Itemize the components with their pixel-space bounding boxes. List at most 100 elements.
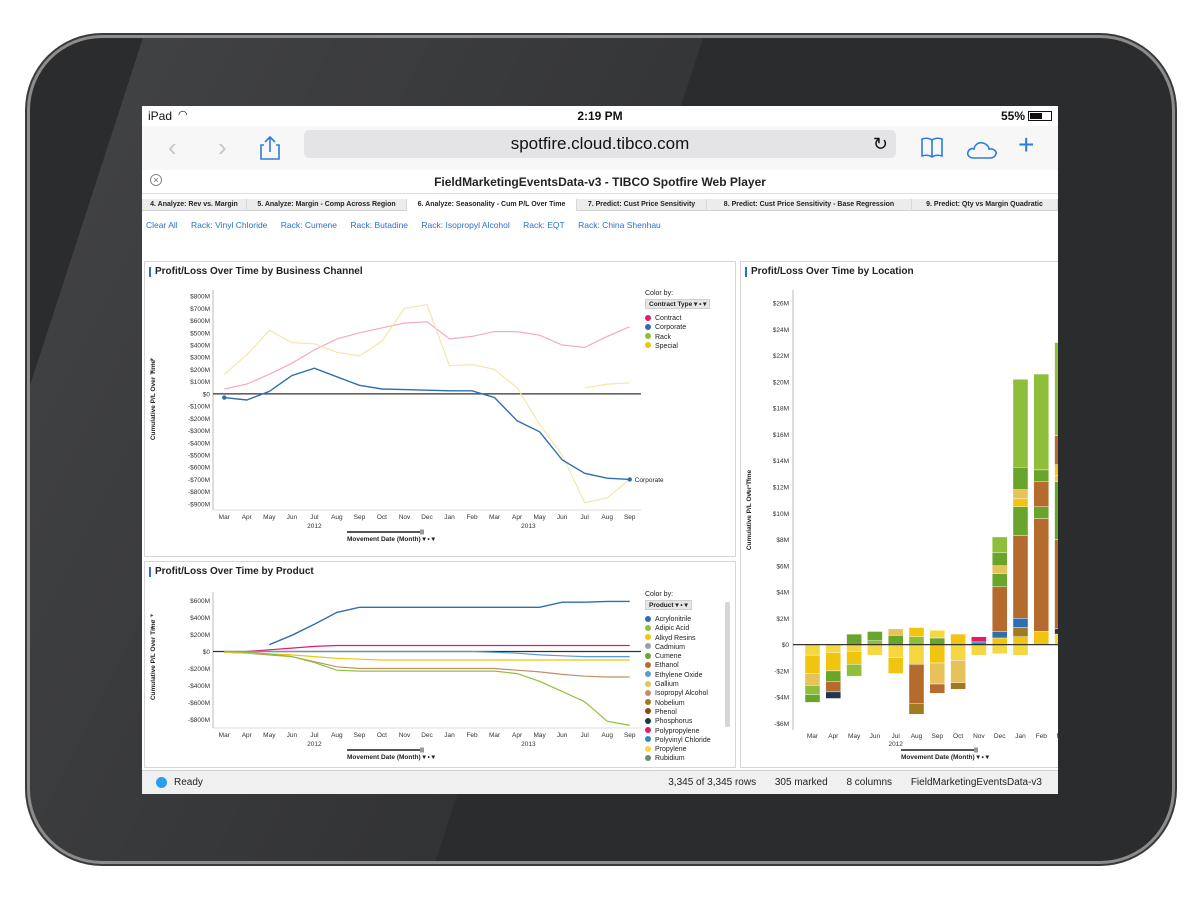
y-axis-title: Cumulative P/L Over Time: [150, 619, 157, 700]
legend-item[interactable]: Phosphorus: [645, 717, 711, 726]
tab-base-regression[interactable]: 8. Predict: Cust Price Sensitivity - Bas…: [707, 199, 912, 211]
x-tick-label: Nov: [973, 733, 985, 740]
legend-swatch: [645, 699, 651, 706]
legend-item[interactable]: Cumene: [645, 652, 711, 661]
legend-swatch: [645, 754, 651, 761]
bar-segment: [1054, 481, 1058, 540]
filter-link[interactable]: Rack: EQT: [523, 220, 565, 230]
tab-cust-price-sensitivity[interactable]: 7. Predict: Cust Price Sensitivity: [577, 199, 707, 211]
legend-item[interactable]: Polypropylene: [645, 727, 711, 736]
filter-link[interactable]: Rack: China Shenhau: [578, 220, 661, 230]
forward-icon[interactable]: ›: [218, 132, 227, 162]
legend-swatch: [645, 323, 651, 330]
x-tick-label: May: [533, 732, 546, 739]
y-tick-label: $14M: [773, 458, 789, 465]
bar-segment: [1054, 342, 1058, 436]
x-axis-selector: Movement Date (Month) ▾ • ▾: [347, 754, 436, 761]
legend-scrollbar[interactable]: [725, 602, 730, 727]
x-tick-label: Aug: [601, 732, 613, 739]
bar-segment: [825, 670, 842, 682]
legend-item[interactable]: Cadmium: [645, 643, 711, 652]
legend-item[interactable]: Gallium: [645, 680, 711, 689]
device-name: iPad: [148, 109, 173, 123]
legend-item[interactable]: Ethylene Oxide: [645, 671, 711, 680]
color-by-label: Color by:: [645, 591, 674, 598]
clear-all-link[interactable]: Clear All: [146, 220, 178, 230]
filter-link[interactable]: Rack: Vinyl Chloride: [191, 220, 268, 230]
tab-qty-vs-margin[interactable]: 9. Predict: Qty vs Margin Quadratic: [912, 199, 1058, 211]
year-label: 2013: [521, 523, 536, 530]
chart-panel-product: Profit/Loss Over Time by Product $600M $4…: [144, 561, 736, 768]
x-tick-label: Jul: [892, 733, 901, 740]
share-icon[interactable]: [260, 135, 280, 164]
x-tick-label: Nov: [399, 514, 411, 521]
y-tick-label: -$900M: [188, 501, 210, 508]
safari-toolbar: ‹ › spotfire.cloud.tibco.com ↻ +: [142, 126, 1058, 170]
legend-item[interactable]: Propylene: [645, 745, 711, 754]
legend-item[interactable]: Phenol: [645, 708, 711, 717]
reload-icon[interactable]: ↻: [872, 134, 888, 154]
y-tick-label: $500M: [190, 330, 210, 337]
new-tab-icon[interactable]: +: [1018, 129, 1035, 160]
range-slider-handle: [420, 529, 424, 535]
legend-item[interactable]: Rubidium: [645, 754, 711, 763]
legend-item[interactable]: Polyvinyl Chloride: [645, 736, 711, 745]
y-tick-label: -$2M: [774, 668, 789, 675]
axis-control-icons[interactable]: ▸ • ▾: [746, 478, 750, 497]
tab-rev-vs-margin[interactable]: 4. Analyze: Rev vs. Margin: [142, 199, 247, 211]
x-tick-label: Dec: [421, 514, 433, 521]
y-tick-label: $12M: [773, 485, 789, 492]
back-icon[interactable]: ‹: [168, 132, 177, 162]
x-tick-label: Jul: [581, 514, 590, 521]
legend-item[interactable]: Isopropyl Alcohol: [645, 689, 711, 698]
address-bar[interactable]: spotfire.cloud.tibco.com ↻: [304, 130, 896, 158]
page-tabs: 4. Analyze: Rev vs. Margin 5. Analyze: M…: [142, 199, 1058, 211]
filter-link[interactable]: Rack: Isopropyl Alcohol: [421, 220, 510, 230]
y-tick-label: $26M: [773, 301, 789, 308]
axis-control-icons[interactable]: ▸ • ▾: [150, 357, 154, 376]
legend-item[interactable]: Contract: [645, 314, 710, 323]
legend-item[interactable]: Adipic Acid: [645, 624, 711, 633]
legend-item[interactable]: Special: [645, 342, 710, 351]
legend-swatch: [645, 333, 651, 340]
spotfire-title-bar: × FieldMarketingEventsData-v3 - TIBCO Sp…: [142, 170, 1058, 194]
legend-item[interactable]: Alkyd Resins: [645, 634, 711, 643]
close-icon[interactable]: ×: [150, 174, 162, 186]
x-tick-label: Jan: [1015, 733, 1026, 740]
legend-item[interactable]: Acrylonitrile: [645, 615, 711, 624]
x-tick-label: May: [848, 733, 861, 740]
battery-icon: [1028, 111, 1052, 121]
series-line: [269, 600, 630, 646]
cloud-icon[interactable]: [966, 138, 998, 164]
legend-item[interactable]: Rack: [645, 333, 710, 342]
legend-item[interactable]: Nobelium: [645, 699, 711, 708]
legend-swatch: [645, 643, 651, 650]
bar-segment: [1012, 489, 1029, 500]
bar-segment: [1033, 373, 1049, 471]
bookmarks-icon[interactable]: [920, 136, 944, 162]
y-tick-label: $8M: [776, 537, 789, 544]
color-by-selector[interactable]: Contract Type ▾ • ▾: [645, 299, 711, 309]
legend-swatch: [645, 689, 651, 696]
panel-title: Profit/Loss Over Time by Location: [745, 267, 914, 277]
wifi-icon: ◠: [178, 109, 188, 121]
chart-panel-channel: Profit/Loss Over Time by Business Channe…: [144, 261, 736, 557]
tab-seasonality[interactable]: 6. Analyze: Seasonality - Cum P/L Over T…: [407, 199, 577, 211]
panel-title: Profit/Loss Over Time by Product: [149, 567, 314, 577]
bar-segment: [1054, 539, 1058, 630]
x-tick-label: Jul: [581, 732, 590, 739]
status-bar: Ready 3,345 of 3,345 rows 305 marked 8 c…: [142, 770, 1058, 794]
y-tick-label: $4M: [776, 590, 789, 597]
legend-item[interactable]: Ethanol: [645, 661, 711, 670]
x-tick-label: Jul: [310, 732, 319, 739]
filter-link[interactable]: Rack: Butadine: [350, 220, 409, 230]
series-line: [224, 367, 630, 481]
y-tick-label: $600M: [190, 318, 210, 325]
legend-item[interactable]: Corporate: [645, 323, 710, 332]
x-tick-label: Aug: [331, 732, 343, 739]
y-tick-label: -$400M: [188, 683, 210, 690]
filter-link[interactable]: Rack: Cumene: [280, 220, 338, 230]
color-by-selector[interactable]: Product ▾ • ▾: [645, 600, 692, 610]
axis-control-icons[interactable]: ▸ • ▾: [150, 613, 154, 632]
tab-margin-comp[interactable]: 5. Analyze: Margin - Comp Across Region: [247, 199, 407, 211]
